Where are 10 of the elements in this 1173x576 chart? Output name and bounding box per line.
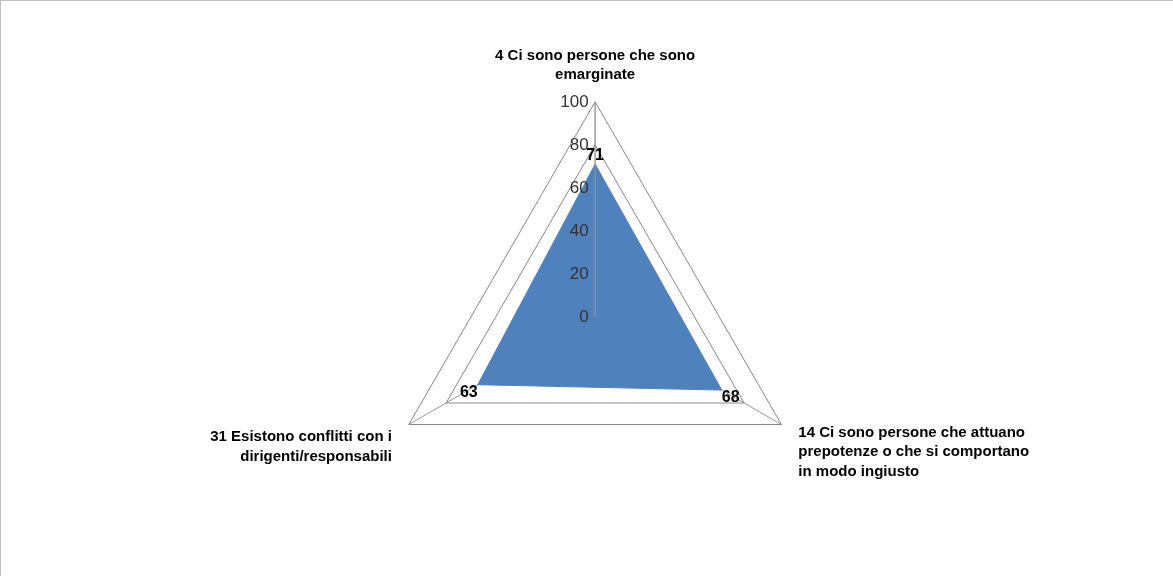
y-tick-label: 0 [579, 307, 589, 327]
spoke-label: 14 Ci sono persone che attuano prepotenze o che si comportano in modo ingiusto [798, 422, 1030, 479]
data-label: 68 [721, 388, 740, 406]
y-tick-label: 100 [560, 92, 589, 112]
spoke-label: 31 Esistono conflitti con i dirigenti/responsabili [210, 427, 392, 464]
spoke-label: 4 Ci sono persone che sono emarginate [495, 45, 696, 83]
y-tick-label: 20 [569, 264, 589, 284]
y-tick-label: 80 [569, 135, 589, 155]
y-tick-label: 40 [569, 221, 589, 241]
data-label: 63 [459, 382, 478, 400]
